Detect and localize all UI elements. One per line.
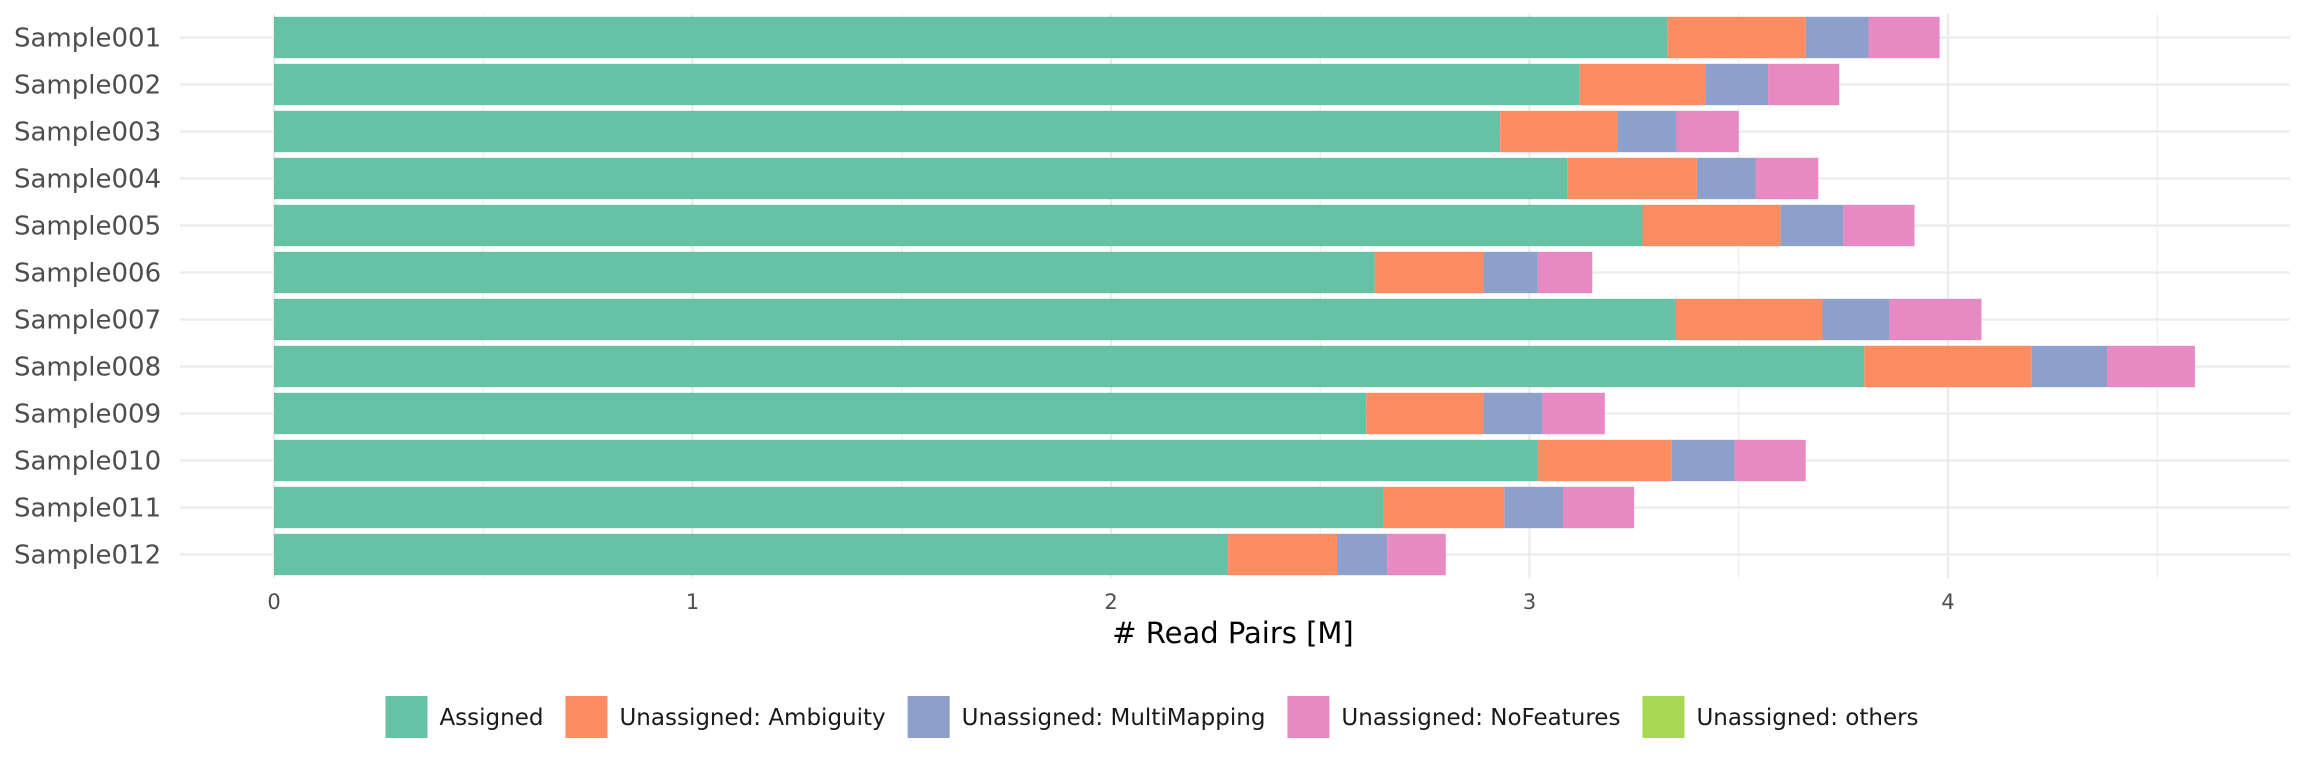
bar-sample011-series-2 — [1383, 486, 1505, 529]
bar-sample002-series-3 — [1705, 63, 1769, 106]
bar-sample011-series-1 — [274, 486, 1384, 529]
bar-sample004-series-4 — [1755, 157, 1819, 200]
x-tick-label: 4 — [1941, 590, 1954, 614]
legend-key — [385, 696, 428, 738]
bar-sample012-series-4 — [1387, 533, 1446, 576]
bar-sample009-series-4 — [1542, 392, 1605, 435]
bar-sample006-series-3 — [1483, 251, 1538, 294]
category-label: Sample011 — [14, 494, 161, 524]
bar-sample004-series-1 — [274, 157, 1568, 200]
category-label: Sample010 — [14, 447, 161, 477]
bar-sample006-series-4 — [1537, 251, 1593, 294]
bar-sample005-series-2 — [1642, 204, 1781, 247]
category-label: Sample003 — [14, 118, 161, 148]
x-tick-label: 2 — [1104, 590, 1117, 614]
legend-key — [1642, 696, 1685, 738]
legend-label: Assigned — [439, 705, 543, 731]
bar-sample005-series-3 — [1780, 204, 1844, 247]
x-tick-label: 0 — [267, 590, 280, 614]
bars — [274, 16, 2195, 576]
bar-sample006-series-1 — [274, 251, 1375, 294]
bar-sample005-series-4 — [1843, 204, 1915, 247]
bar-sample012-series-3 — [1336, 533, 1388, 576]
bar-sample004-series-2 — [1567, 157, 1697, 200]
bar-sample003-series-4 — [1675, 110, 1739, 153]
category-label: Sample008 — [14, 353, 161, 383]
bar-sample001-series-2 — [1667, 16, 1806, 59]
bar-sample009-series-2 — [1366, 392, 1484, 435]
category-label: Sample006 — [14, 259, 161, 289]
bar-sample010-series-3 — [1671, 439, 1735, 482]
bar-sample003-series-1 — [274, 110, 1501, 153]
bar-sample003-series-2 — [1500, 110, 1618, 153]
category-label: Sample007 — [14, 306, 161, 336]
legend-key — [1287, 696, 1330, 738]
bar-sample007-series-4 — [1889, 298, 1982, 341]
bar-sample007-series-2 — [1675, 298, 1823, 341]
bar-sample009-series-1 — [274, 392, 1367, 435]
category-label: Sample004 — [14, 165, 161, 195]
bar-sample007-series-1 — [274, 298, 1676, 341]
x-tick-labels: 0 1 2 3 4 — [267, 590, 1954, 614]
bar-sample001-series-3 — [1805, 16, 1869, 59]
bar-sample010-series-2 — [1537, 439, 1672, 482]
bar-sample006-series-2 — [1374, 251, 1484, 294]
bar-sample005-series-1 — [274, 204, 1643, 247]
bar-sample001-series-1 — [274, 16, 1668, 59]
bar-sample002-series-1 — [274, 63, 1580, 106]
bar-sample008-series-4 — [2107, 345, 2195, 388]
bar-sample009-series-3 — [1483, 392, 1543, 435]
bar-sample012-series-1 — [274, 533, 1229, 576]
legend-label: Unassigned: MultiMapping — [962, 705, 1266, 731]
bar-sample011-series-4 — [1562, 486, 1635, 529]
legend: Assigned Unassigned: Ambiguity Unassigned:… — [385, 696, 1919, 738]
legend-label: Unassigned: NoFeatures — [1341, 705, 1620, 731]
bar-sample010-series-1 — [274, 439, 1538, 482]
category-label: Sample005 — [14, 212, 161, 242]
bar-sample002-series-2 — [1579, 63, 1706, 106]
bar-sample002-series-4 — [1768, 63, 1840, 106]
x-tick-label: 3 — [1523, 590, 1536, 614]
category-label: Sample012 — [14, 541, 161, 571]
bar-sample010-series-4 — [1734, 439, 1806, 482]
legend-key — [907, 696, 950, 738]
bar-sample012-series-2 — [1228, 533, 1337, 576]
x-tick-label: 1 — [686, 590, 699, 614]
bar-sample007-series-3 — [1822, 298, 1890, 341]
category-label: Sample009 — [14, 400, 161, 430]
legend-key — [565, 696, 608, 738]
category-labels: Sample001 Sample002 Sample003 Sample004 Samp… — [14, 24, 161, 571]
bar-sample004-series-3 — [1696, 157, 1756, 200]
legend-label: Unassigned: others — [1696, 705, 1918, 731]
bar-sample003-series-3 — [1617, 110, 1676, 153]
bar-sample001-series-4 — [1868, 16, 1940, 59]
bar-sample008-series-2 — [1864, 345, 2032, 388]
category-label: Sample001 — [14, 24, 161, 54]
bar-sample011-series-3 — [1504, 486, 1563, 529]
legend-label: Unassigned: Ambiguity — [619, 705, 885, 731]
bar-sample008-series-1 — [274, 345, 1865, 388]
category-label: Sample002 — [14, 71, 161, 101]
bar-sample008-series-3 — [2031, 345, 2108, 388]
x-axis-title: # Read Pairs [M] — [1112, 616, 1354, 650]
